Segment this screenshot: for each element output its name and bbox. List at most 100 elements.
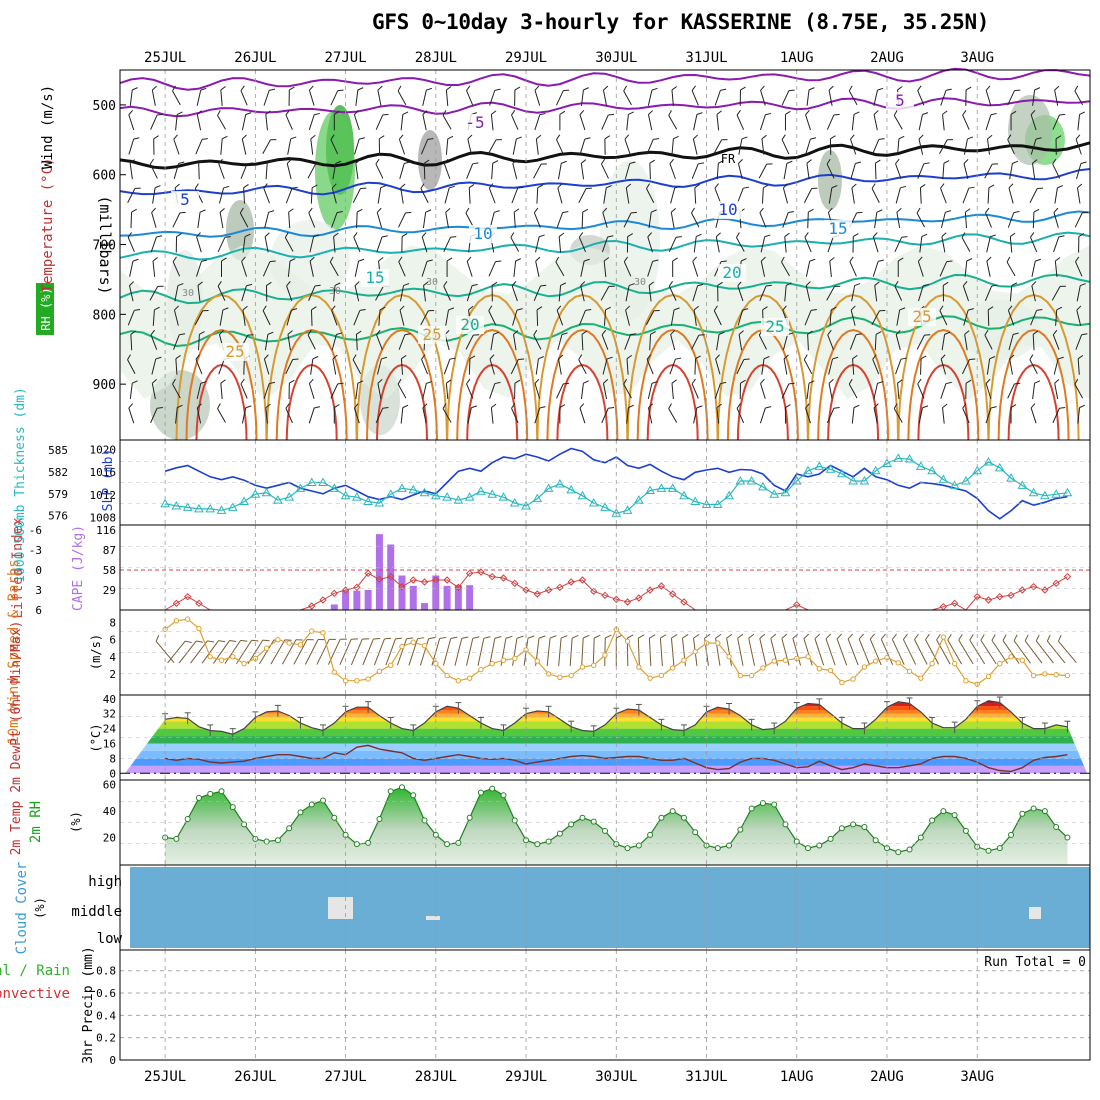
wind-barb-flag bbox=[314, 284, 321, 287]
wind-barb bbox=[1075, 333, 1088, 350]
wind-barb-flag bbox=[155, 356, 162, 360]
surface-wind-barb-flag bbox=[638, 634, 645, 639]
surface-wind-barb-flag bbox=[461, 636, 469, 639]
wind-barb bbox=[623, 378, 632, 399]
wind-barb-staff bbox=[511, 408, 519, 424]
wind-barb bbox=[647, 259, 659, 277]
wind-barb-staff bbox=[603, 260, 607, 277]
wind-barb-staff bbox=[987, 309, 990, 326]
wind-barb bbox=[849, 256, 857, 277]
wind-barb-flag bbox=[240, 85, 245, 91]
cloud-level-label: middle bbox=[71, 904, 122, 920]
wind-barb-flag bbox=[401, 233, 408, 237]
wind-barb-staff bbox=[1054, 260, 1058, 277]
wind-barb-flag bbox=[809, 258, 816, 262]
wind-barb-staff bbox=[288, 212, 291, 229]
wind-barb-staff bbox=[917, 383, 925, 399]
wind-barb-staff bbox=[826, 163, 835, 179]
wind-barb-staff bbox=[649, 163, 651, 180]
wind-barb-flag bbox=[628, 404, 634, 409]
wind-barb-flag bbox=[783, 354, 789, 360]
wind-barb-flag bbox=[220, 86, 226, 91]
wind-barb-flag bbox=[990, 234, 996, 238]
wind-barb bbox=[963, 158, 969, 180]
temp-band bbox=[120, 717, 1090, 722]
wind-barb-flag bbox=[308, 207, 313, 213]
wind-barb-staff bbox=[920, 358, 922, 375]
wind-barb bbox=[489, 88, 501, 106]
wind-barb bbox=[738, 136, 748, 155]
wind-barb-flag bbox=[984, 329, 989, 336]
slp-axis-label: SLP (mb) bbox=[101, 449, 116, 512]
wind-barb bbox=[1076, 161, 1087, 180]
wind-barb-staff bbox=[535, 358, 539, 375]
wind-barb-staff bbox=[512, 310, 518, 326]
surface-wind-barb-flag bbox=[1046, 634, 1051, 642]
wind-barb-staff bbox=[984, 163, 993, 179]
wind-barb-flag bbox=[378, 257, 384, 262]
wind-barb bbox=[443, 281, 451, 301]
surface-wind-barb-flag bbox=[1002, 634, 1007, 641]
wind-barb-staff bbox=[1075, 334, 1083, 350]
wind-barb bbox=[806, 380, 815, 400]
rh-marker bbox=[511, 817, 518, 824]
wind-barb-staff bbox=[197, 285, 201, 302]
wind-barb-flag bbox=[1033, 208, 1040, 213]
wind-barb-flag bbox=[266, 160, 273, 164]
rh-marker bbox=[1064, 834, 1071, 841]
wind-barb-flag bbox=[312, 356, 319, 360]
wind-barb-staff bbox=[149, 286, 159, 301]
wind-barb-staff bbox=[760, 383, 766, 399]
wind-barb-flag bbox=[195, 354, 200, 360]
wind-barb-flag bbox=[943, 160, 950, 164]
wind-barb-staff bbox=[130, 334, 133, 351]
lifted-index-marker bbox=[183, 592, 192, 601]
wind-barb bbox=[580, 159, 587, 180]
wind-barb-staff bbox=[172, 383, 181, 399]
thickness-marker bbox=[498, 492, 509, 501]
surface-wind-barb-staff bbox=[442, 638, 452, 666]
wind-barb-staff bbox=[152, 309, 155, 326]
surface-wind-barb bbox=[737, 633, 744, 666]
wind-barb-flag bbox=[331, 305, 336, 311]
date-label-top: 26JUL bbox=[234, 50, 276, 66]
wind-speed-marker bbox=[940, 634, 947, 640]
wind-speed-marker bbox=[1019, 657, 1026, 663]
rh-marker bbox=[759, 800, 766, 807]
wind-barb bbox=[670, 329, 676, 351]
wind-barb-staff bbox=[423, 163, 426, 180]
wind-barb bbox=[1010, 110, 1017, 131]
wind-barb-flag bbox=[873, 110, 879, 115]
surface-wind-barb-staff bbox=[304, 639, 319, 665]
wind-barb bbox=[287, 136, 297, 155]
rh-marker bbox=[838, 825, 845, 832]
surface-wind-barb bbox=[880, 633, 894, 665]
wind-barb-flag bbox=[1052, 329, 1058, 336]
wind-barb-flag bbox=[488, 183, 494, 189]
wind-barb-flag bbox=[668, 281, 673, 287]
wind-barb bbox=[175, 111, 183, 131]
wind-barb-flag bbox=[511, 281, 517, 287]
wind-barb-staff bbox=[693, 309, 697, 326]
wind-barb-flag bbox=[202, 309, 209, 312]
surface-wind-barb-staff bbox=[814, 638, 825, 666]
temp-band bbox=[120, 758, 1090, 766]
surface-wind-barb bbox=[546, 635, 557, 666]
surface-wind-barb bbox=[350, 638, 370, 666]
wind-barb bbox=[851, 283, 861, 302]
wind-barb-flag bbox=[1010, 232, 1016, 237]
isotherm-label: 5 bbox=[180, 190, 190, 209]
surface-wind-barb bbox=[936, 633, 951, 665]
wind-barb-flag bbox=[899, 307, 906, 311]
wind-barb-staff bbox=[376, 334, 383, 350]
wind-barb-flag bbox=[494, 381, 501, 385]
wind-barb bbox=[265, 110, 271, 131]
wind-speed-marker bbox=[997, 660, 1003, 667]
wind-barb-staff bbox=[558, 358, 562, 375]
wind-barb bbox=[623, 85, 632, 106]
wind-barb bbox=[310, 184, 318, 204]
surface-wind-barb-staff bbox=[167, 640, 186, 664]
thickness-marker bbox=[182, 502, 193, 511]
wind-barb-staff bbox=[918, 407, 923, 424]
wind-barb bbox=[355, 87, 364, 106]
